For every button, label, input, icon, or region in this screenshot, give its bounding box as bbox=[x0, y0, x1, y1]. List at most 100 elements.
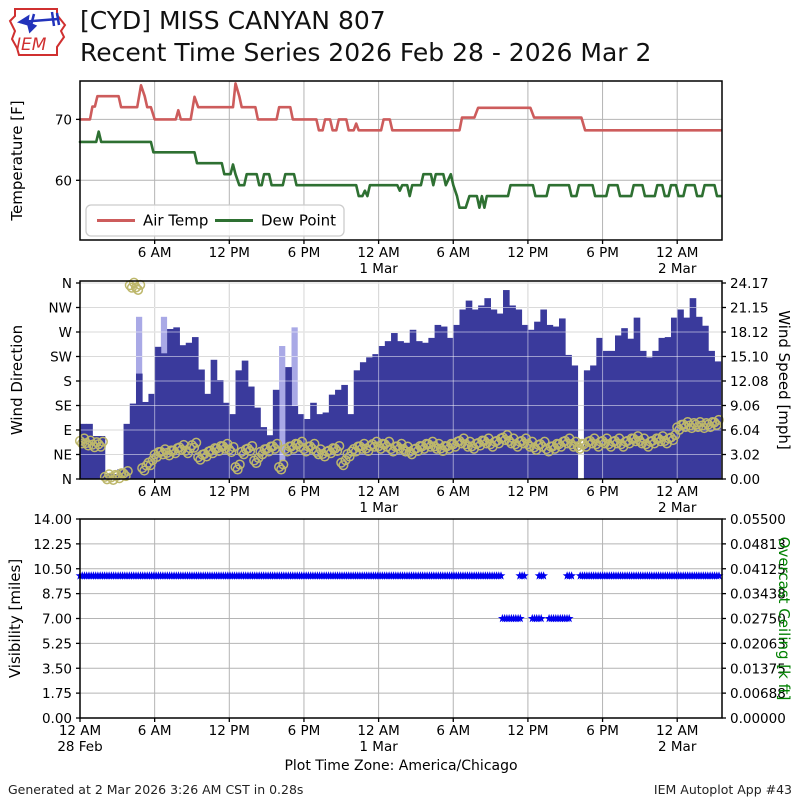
tick-label: 12 PM bbox=[209, 484, 250, 500]
wind-speed-bar bbox=[652, 350, 659, 479]
tick-label: 0.03438 bbox=[730, 587, 786, 603]
wind-direction-marker bbox=[272, 438, 283, 449]
tick-label: 70 bbox=[55, 112, 72, 128]
tick-label: 12 AM bbox=[656, 245, 698, 261]
wind-speed-bar bbox=[148, 393, 156, 479]
tick-label: 6 PM bbox=[288, 245, 321, 261]
tick-label: 12 PM bbox=[209, 245, 250, 261]
tick-label: 0.02750 bbox=[730, 612, 786, 628]
wind-speed-bar bbox=[285, 367, 292, 479]
wind-direction-marker bbox=[668, 435, 679, 446]
tick-label: 6.04 bbox=[730, 423, 760, 439]
visibility-marker bbox=[539, 571, 548, 580]
wind-speed-bar bbox=[341, 384, 348, 479]
tick-label: 0.00 bbox=[730, 472, 760, 488]
wind-speed-bar bbox=[198, 369, 205, 479]
wind-speed-bar bbox=[702, 325, 709, 479]
wind-speed-bar bbox=[98, 436, 106, 479]
wind-speed-bar bbox=[571, 365, 579, 479]
wind-speed-bar bbox=[496, 313, 504, 479]
tick-label: NE bbox=[53, 448, 72, 464]
tick-label: 0.00 bbox=[42, 711, 72, 727]
tick-label: W bbox=[59, 325, 72, 341]
wind-direction-marker bbox=[276, 464, 287, 475]
wind-speed-bar bbox=[154, 346, 162, 479]
page-subtitle: Recent Time Series 2026 Feb 28 - 2026 Ma… bbox=[80, 38, 652, 67]
wind-speed-bar bbox=[173, 327, 180, 479]
wind-direction-marker bbox=[539, 436, 550, 447]
wind-direction-marker bbox=[396, 438, 407, 449]
wind-speed-bar bbox=[664, 337, 672, 479]
tick-label: 0.05500 bbox=[730, 512, 786, 528]
temperature-axis-label: Temperature [F] bbox=[8, 100, 26, 221]
wind-direction-marker bbox=[141, 460, 152, 471]
dew-point-line bbox=[78, 130, 723, 209]
wind-direction-marker bbox=[95, 441, 106, 452]
wind-speed-bar bbox=[409, 329, 417, 479]
wind-speed-bar bbox=[366, 357, 373, 479]
visibility-marker bbox=[536, 613, 546, 623]
tick-label: 12 PM bbox=[507, 723, 548, 739]
tick-label: 21.15 bbox=[730, 301, 769, 317]
tick-label: 6 PM bbox=[586, 484, 619, 500]
wind-speed-bar bbox=[440, 326, 448, 479]
tick-label: 9.06 bbox=[730, 399, 760, 415]
wind-direction-marker bbox=[234, 459, 245, 470]
date-label: 2 Mar bbox=[658, 500, 697, 516]
wind-vane-icon bbox=[16, 11, 61, 34]
wind-direction-marker bbox=[713, 414, 724, 425]
wind-speed-bar bbox=[434, 324, 442, 479]
wind-speed-bar bbox=[167, 328, 174, 479]
tick-label: 12 AM bbox=[357, 245, 399, 261]
wind-speed-bar bbox=[191, 337, 199, 479]
tick-label: 12.08 bbox=[730, 374, 769, 390]
wind-speed-bar bbox=[484, 298, 491, 479]
tick-label: N bbox=[62, 472, 72, 488]
wind-direction-marker bbox=[346, 446, 357, 457]
tick-label: 0.00000 bbox=[730, 711, 786, 727]
legend-airtemp-label: Air Temp bbox=[143, 212, 208, 230]
wind-speed-bar bbox=[428, 337, 435, 479]
tick-label: 12 AM bbox=[59, 723, 101, 739]
wind-direction-marker bbox=[278, 459, 289, 470]
wind-speed-bar bbox=[490, 309, 498, 479]
tick-label: 8.75 bbox=[42, 587, 72, 603]
panel-frame bbox=[79, 80, 723, 241]
wind-speed-bar bbox=[353, 370, 361, 479]
wind-direction-marker bbox=[122, 466, 133, 477]
tick-label: 1.75 bbox=[42, 686, 72, 702]
wind-direction-marker bbox=[120, 471, 131, 482]
tick-label: 14.00 bbox=[33, 512, 72, 528]
wind-speed-bar bbox=[633, 317, 641, 479]
wind-speed-bar bbox=[86, 423, 93, 479]
date-label: 2 Mar bbox=[658, 739, 697, 755]
wind-speed-bar bbox=[471, 309, 479, 479]
tick-label: 3.02 bbox=[730, 448, 760, 464]
tick-label: 12 PM bbox=[507, 245, 548, 261]
wind-direction-marker bbox=[83, 440, 94, 451]
wind-speed-bar bbox=[559, 318, 566, 479]
visibility-marker bbox=[496, 571, 506, 580]
wind-speed-bar bbox=[123, 423, 131, 479]
wind-speed-bar bbox=[384, 341, 392, 479]
tick-label: 6 AM bbox=[436, 723, 470, 739]
wind-speed-bar bbox=[372, 354, 380, 479]
wind-speed-bar bbox=[646, 357, 653, 479]
panel-frame bbox=[79, 280, 723, 480]
wind-speed-bar bbox=[185, 342, 193, 479]
tick-label: 5.25 bbox=[42, 636, 72, 652]
wind-speed-bar bbox=[689, 298, 697, 479]
date-label: 1 Mar bbox=[359, 739, 398, 755]
wind-speed-bar bbox=[179, 345, 187, 479]
tick-label: 12 AM bbox=[357, 484, 399, 500]
wind-gust-bar bbox=[279, 346, 286, 479]
tick-label: 6 PM bbox=[288, 484, 321, 500]
wind-speed-bar bbox=[92, 436, 100, 479]
wind-direction-marker bbox=[269, 443, 281, 454]
wind-speed-bar bbox=[596, 337, 603, 479]
wind-direction-marker bbox=[296, 436, 308, 447]
wind-direction-marker bbox=[133, 284, 144, 295]
wind-speed-bar bbox=[142, 401, 149, 479]
wind-speed-bar bbox=[80, 423, 87, 479]
wind-speed-bar bbox=[359, 362, 367, 479]
